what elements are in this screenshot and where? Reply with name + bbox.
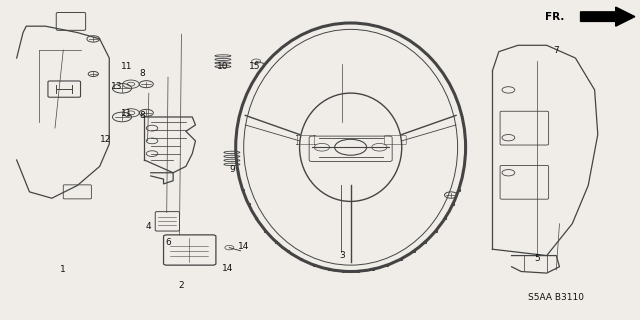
Text: 11: 11 <box>121 109 132 118</box>
Polygon shape <box>580 7 635 26</box>
Text: 3: 3 <box>339 251 345 260</box>
Text: 12: 12 <box>100 135 111 144</box>
Text: 15: 15 <box>249 61 260 70</box>
Text: 8: 8 <box>140 111 145 120</box>
Text: 10: 10 <box>217 61 228 70</box>
Text: 4: 4 <box>146 222 152 231</box>
Text: 7: 7 <box>554 45 559 55</box>
Text: 13: 13 <box>111 82 123 91</box>
Text: 11: 11 <box>121 61 132 70</box>
Text: 14: 14 <box>237 242 249 251</box>
Text: 1: 1 <box>60 265 66 275</box>
Text: 2: 2 <box>179 281 184 290</box>
Text: 6: 6 <box>165 238 171 247</box>
Text: 9: 9 <box>229 165 235 174</box>
Text: 5: 5 <box>534 254 540 263</box>
Text: 8: 8 <box>140 69 145 78</box>
Text: FR.: FR. <box>545 12 564 22</box>
Text: 14: 14 <box>221 264 233 273</box>
Text: S5AA B3110: S5AA B3110 <box>527 293 584 302</box>
